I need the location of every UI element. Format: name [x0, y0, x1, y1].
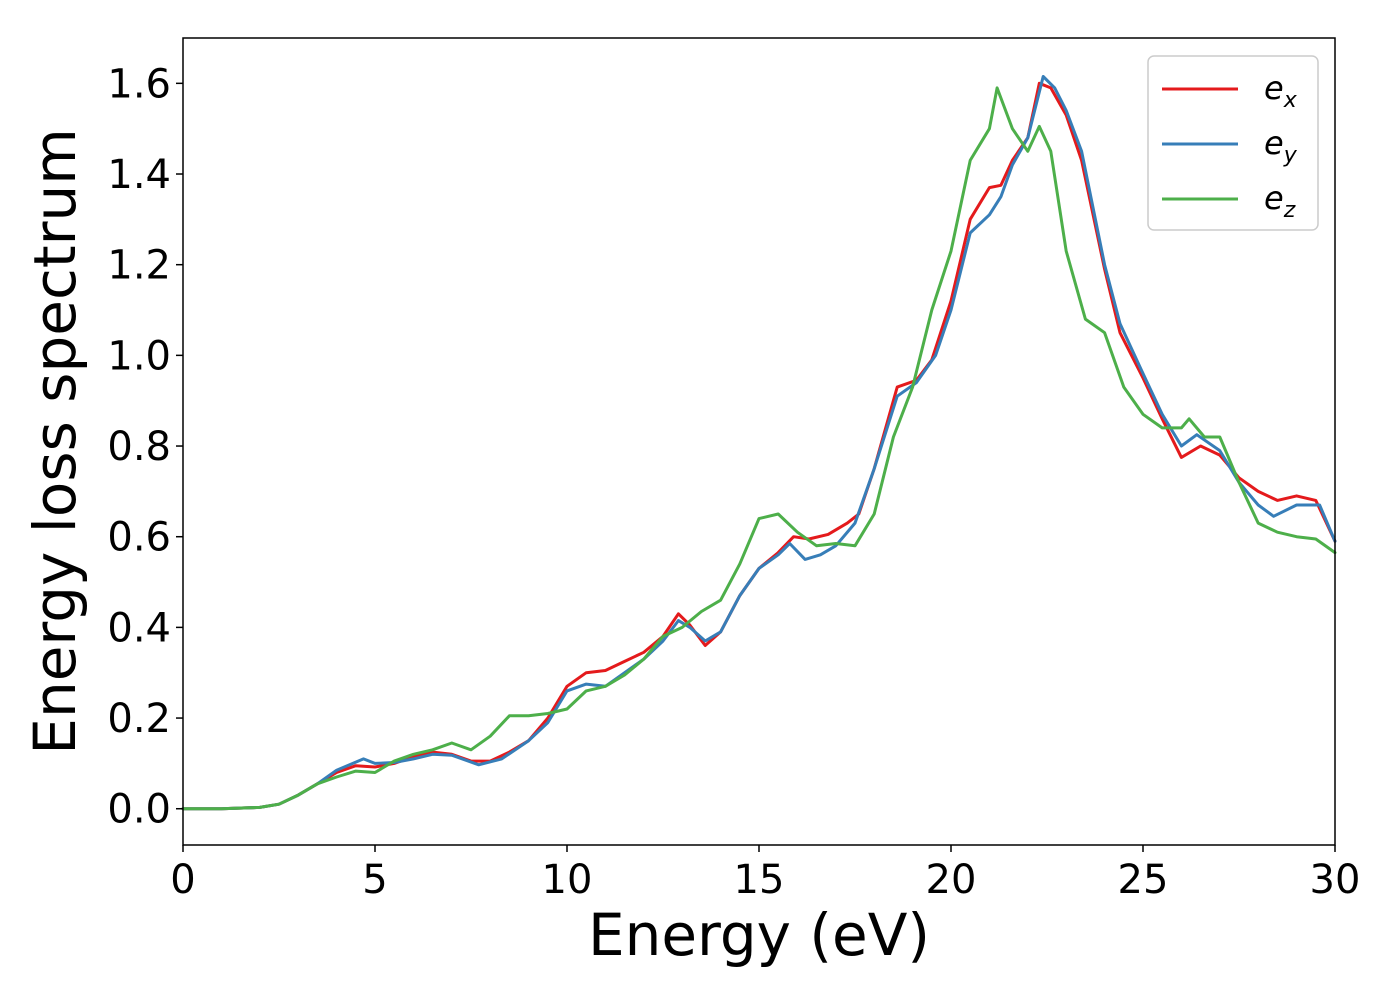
series-layer: [181, 75, 1337, 811]
x-tick-label: 15: [734, 857, 785, 903]
y-tick-label: 0.8: [107, 424, 171, 470]
y-tick-label: 1.2: [107, 243, 171, 289]
series-line-x: [181, 81, 1337, 811]
y-tick-label: 1.6: [107, 61, 171, 107]
y-tick-label: 0.6: [107, 515, 171, 561]
y-tick-label: 0.2: [107, 696, 171, 742]
series-line-y: [181, 75, 1337, 811]
legend-label-x: ex: [1264, 69, 1298, 113]
x-tick-label: 0: [170, 857, 195, 903]
y-tick-label: 0.4: [107, 605, 171, 651]
y-axis-title: Energy loss spectrum: [21, 128, 89, 754]
y-tick-label: 1.4: [107, 152, 171, 198]
series-line-z: [181, 86, 1337, 811]
x-tick-label: 5: [362, 857, 387, 903]
y-tick-label: 1.0: [107, 333, 171, 379]
x-tick-label: 25: [1118, 857, 1169, 903]
y-tick-label: 0.0: [107, 787, 171, 833]
legend-label-y: ey: [1264, 124, 1298, 168]
legend: ex ey ez: [1147, 55, 1319, 231]
x-tick-label: 10: [542, 857, 593, 903]
x-tick-label: 30: [1310, 857, 1361, 903]
x-axis-title: Energy (eV): [588, 901, 930, 969]
ticks-layer: 0 5 10 15 20 25 30 0.0 0.2 0.4 0.6 0.8 1.0 1.2 1.4 1.6: [107, 61, 1360, 903]
legend-label-z: ez: [1264, 179, 1296, 223]
x-tick-label: 20: [926, 857, 977, 903]
